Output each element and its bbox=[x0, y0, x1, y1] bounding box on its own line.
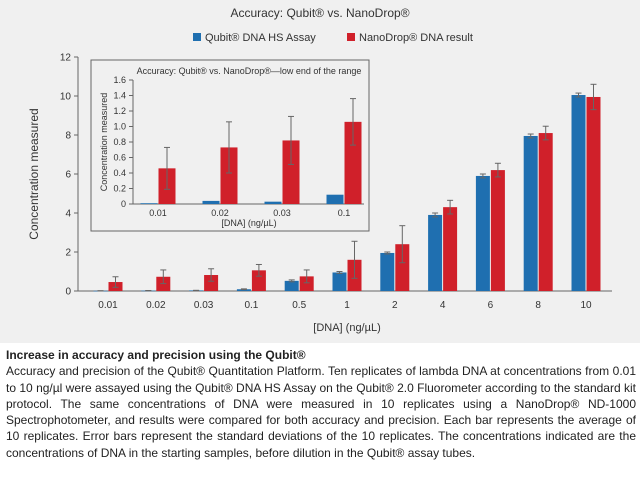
main-y-tick-label: 0 bbox=[65, 287, 71, 298]
chart-svg: Accuracy: Qubit® vs. NanoDrop®024681012C… bbox=[27, 6, 612, 334]
qubit-bar bbox=[523, 135, 538, 291]
nanodrop-bar bbox=[443, 207, 458, 291]
main-category-label: 8 bbox=[535, 300, 541, 311]
qubit-bar bbox=[140, 203, 158, 204]
inset-category-label: 0.01 bbox=[149, 208, 167, 218]
inset-category-label: 0.03 bbox=[273, 208, 291, 218]
main-category-label: 0.01 bbox=[98, 300, 118, 311]
main-title: Accuracy: Qubit® vs. NanoDrop® bbox=[230, 6, 409, 20]
figure-caption: Increase in accuracy and precision using… bbox=[6, 347, 636, 461]
qubit-bar bbox=[326, 194, 344, 204]
qubit-bar bbox=[380, 252, 395, 291]
qubit-bar bbox=[428, 214, 443, 291]
inset-y-label: Concentration measured bbox=[99, 93, 109, 192]
main-category-label: 2 bbox=[392, 300, 398, 311]
inset-y-tick-label: 1.2 bbox=[113, 106, 126, 116]
main-category-label: 10 bbox=[580, 300, 592, 311]
main-y-tick-label: 10 bbox=[60, 92, 72, 103]
nanodrop-bar bbox=[282, 140, 300, 204]
main-x-label: [DNA] (ng/µL) bbox=[313, 322, 380, 334]
inset-y-tick-label: 0.4 bbox=[113, 168, 126, 178]
qubit-bar bbox=[332, 272, 347, 291]
qubit-bar bbox=[475, 175, 490, 291]
caption-body: Accuracy and precision of the Qubit® Qua… bbox=[6, 364, 636, 460]
nanodrop-bar bbox=[251, 270, 266, 291]
nanodrop-bar bbox=[395, 244, 410, 291]
nanodrop-bar bbox=[344, 121, 362, 204]
nanodrop-bar bbox=[299, 276, 314, 291]
main-category-label: 0.1 bbox=[244, 300, 258, 311]
inset-category-label: 0.02 bbox=[211, 208, 229, 218]
inset-y-tick-label: 0 bbox=[121, 199, 126, 209]
nanodrop-bar bbox=[586, 96, 601, 291]
main-y-tick-label: 6 bbox=[65, 170, 71, 181]
nanodrop-bar bbox=[490, 170, 505, 291]
inset-y-tick-label: 0.8 bbox=[113, 137, 126, 147]
main-category-label: 1 bbox=[344, 300, 350, 311]
legend-swatch-nanodrop bbox=[347, 33, 355, 41]
inset-title: Accuracy: Qubit® vs. NanoDrop®—low end o… bbox=[137, 66, 362, 76]
main-category-label: 6 bbox=[488, 300, 494, 311]
inset-y-tick-label: 0.6 bbox=[113, 153, 126, 163]
nanodrop-bar bbox=[538, 133, 553, 291]
inset-y-tick-label: 1.6 bbox=[113, 75, 126, 85]
main-y-tick-label: 4 bbox=[65, 209, 71, 220]
qubit-bar bbox=[202, 200, 220, 204]
main-y-tick-label: 8 bbox=[65, 131, 71, 142]
legend-swatch-qubit bbox=[193, 33, 201, 41]
inset-y-tick-label: 0.2 bbox=[113, 184, 126, 194]
legend-label-qubit: Qubit® DNA HS Assay bbox=[205, 32, 316, 44]
chart-figure: Accuracy: Qubit® vs. NanoDrop® 0 2 4 6 8 10 12 C… bbox=[0, 0, 640, 343]
main-y-label: Concentration measured bbox=[27, 108, 41, 239]
inset-y-tick-label: 1.4 bbox=[113, 91, 126, 101]
qubit-bar bbox=[264, 201, 282, 204]
legend-label-nanodrop: NanoDrop® DNA result bbox=[359, 32, 473, 44]
main-category-label: 0.5 bbox=[292, 300, 306, 311]
nanodrop-bar bbox=[220, 147, 238, 204]
caption-title: Increase in accuracy and precision using… bbox=[6, 348, 306, 362]
main-y-tick-label: 2 bbox=[65, 248, 71, 259]
main-category-label: 0.03 bbox=[194, 300, 214, 311]
main-category-label: 4 bbox=[440, 300, 446, 311]
inset-y-tick-label: 1.0 bbox=[113, 122, 126, 132]
qubit-bar bbox=[571, 95, 586, 292]
inset-x-label: [DNA] (ng/µL) bbox=[221, 218, 276, 228]
nanodrop-bar bbox=[204, 275, 219, 291]
main-y-tick-label: 12 bbox=[60, 53, 72, 64]
inset-category-label: 0.1 bbox=[338, 208, 351, 218]
qubit-bar bbox=[284, 280, 299, 291]
main-category-label: 0.02 bbox=[146, 300, 166, 311]
